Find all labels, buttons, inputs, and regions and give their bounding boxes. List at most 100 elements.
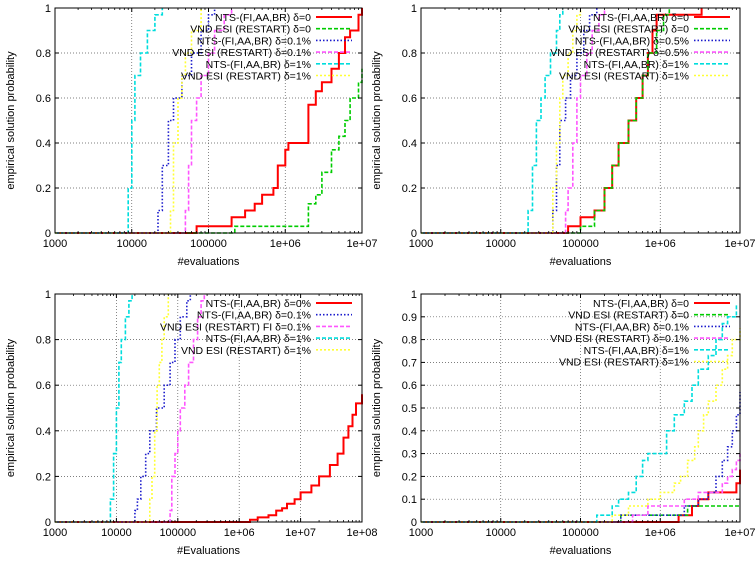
x-tick-label: 1e+08 (347, 527, 378, 539)
series-line-6 (55, 8, 202, 234)
y-tick-label: 0.1 (402, 494, 417, 506)
y-tick-label: 1 (411, 289, 417, 301)
x-tick-label: 100000 (562, 238, 599, 250)
series-line-3 (421, 392, 741, 523)
y-axis-label: empirical solution probability (371, 338, 383, 477)
y-axis-label: empirical solution probability (371, 51, 383, 190)
x-tick-label: 10000 (116, 238, 147, 250)
y-tick-label: 0.6 (36, 380, 51, 392)
y-tick-label: 1 (45, 289, 51, 301)
legend-entry-label: NTS-(FI,AA,BR) δ=0.1% (197, 310, 311, 322)
legend-entry-label: VND ESI (RESTART) δ=1% (181, 71, 311, 83)
x-tick-label: 1e+07 (347, 238, 378, 250)
legend-entry-label: NTS-(FI,AA,BR) δ=1% (206, 333, 311, 345)
x-tick-label: 10000 (101, 527, 132, 539)
series-line-5 (55, 8, 164, 234)
y-tick-label: 0.2 (402, 471, 417, 483)
series-line-3 (421, 8, 598, 234)
y-tick-label: 0 (45, 228, 51, 240)
y-tick-label: 0.4 (402, 426, 417, 438)
y-tick-label: 0.2 (36, 471, 51, 483)
series-line-6 (421, 8, 582, 234)
x-tick-label: 100000 (562, 527, 599, 539)
legend-entry-label: NTS-(FI,AA,BR) δ=0% (206, 298, 311, 310)
series-line-3 (55, 8, 216, 234)
legend-entry-label: NTS-(FI,AA,BR) δ=0.1% (575, 321, 689, 333)
legend-entry-label: VND ESI (RESTART) δ=1% (559, 71, 689, 83)
legend-entry-label: VND ESI (RESTART) δ=0.1% (550, 333, 689, 345)
y-tick-label: 0.8 (36, 335, 51, 347)
x-axis-label: #evaluations (550, 256, 612, 268)
legend-entry-label: NTS-(FI,AA,BR) δ=0 (593, 298, 689, 310)
y-axis-label: empirical solution probability (5, 338, 17, 477)
plot-frame (54, 293, 363, 523)
y-tick-label: 0.4 (36, 426, 51, 438)
legend-entry-label: NTS-(FI,AA,BR) δ=1% (584, 345, 689, 357)
series-line-6 (421, 328, 741, 523)
y-tick-label: 0.5 (402, 403, 417, 415)
y-tick-label: 1 (411, 3, 417, 15)
legend-entry-label: VND ESI (RESTART) δ=1% (559, 357, 689, 369)
legend-entry-label: VND ESI (RESTART) δ=0 (568, 310, 689, 322)
x-tick-label: 1e+06 (645, 527, 676, 539)
legend-entry-label: VND ESI (RESTART) δ=0.1% (172, 47, 311, 59)
series-line-2 (55, 68, 363, 234)
legend-entry-label: NTS-(FI,AA,BR) δ=0 (593, 12, 689, 24)
x-tick-label: 1000 (409, 527, 433, 539)
series-line-5 (421, 305, 738, 523)
x-tick-label: 100000 (159, 527, 196, 539)
x-tick-label: 1e+06 (270, 238, 301, 250)
y-tick-label: 0.8 (36, 48, 51, 60)
y-tick-label: 0.6 (402, 380, 417, 392)
y-tick-label: 0.6 (36, 93, 51, 105)
y-tick-label: 0.4 (36, 138, 51, 150)
series-line-5 (55, 294, 170, 523)
legend-entry-label: VND ESI (RESTART) δ=0 (568, 24, 689, 36)
y-tick-label: 0.6 (402, 93, 417, 105)
x-tick-label: 1e+06 (645, 238, 676, 250)
x-tick-label: 1e+07 (285, 527, 316, 539)
x-tick-label: 10000 (485, 238, 516, 250)
chart-panel-1: 0 0.2 0.4 0.6 0.8 1 1000 10000 100000 1e+06 1e+07 #… (5, 3, 377, 268)
y-tick-label: 0.8 (402, 48, 417, 60)
chart-panel-3: 0 0.2 0.4 0.6 0.8 1 1000 10000 100000 1e+06 1e+07 1… (5, 289, 377, 557)
x-tick-label: 1000 (409, 238, 433, 250)
x-tick-label: 1000 (43, 527, 67, 539)
legend-entry-label: VND ESI (RESTART) δ=0 (190, 24, 311, 36)
y-tick-label: 0 (45, 517, 51, 529)
y-tick-label: 0.8 (402, 335, 417, 347)
series-line-5 (421, 8, 564, 234)
legend-entry-label: VND ESI (RESTART) FI δ=0.1% (160, 321, 311, 333)
series-line-4 (421, 8, 606, 234)
series-line-1 (55, 8, 363, 234)
x-tick-label: 10000 (485, 527, 516, 539)
x-tick-label: 100000 (190, 238, 227, 250)
y-tick-label: 0.9 (402, 312, 417, 324)
y-tick-label: 0.7 (402, 357, 417, 369)
legend-entry-label: NTS-(FI,AA,BR) δ=1% (584, 59, 689, 71)
series-line-4 (55, 294, 133, 523)
x-tick-label: 1000 (43, 238, 67, 250)
x-axis-label: #Evaluations (177, 545, 240, 557)
x-axis-label: #evaluations (178, 256, 240, 268)
legend-entry-label: VND ESI (RESTART) δ=0.5% (550, 47, 689, 59)
legend-entry-label: NTS-(FI,AA,BR) δ=1% (206, 59, 311, 71)
y-tick-label: 0.4 (402, 138, 417, 150)
legend-entry-label: NTS-(FI,AA,BR) δ=0.1% (197, 35, 311, 47)
y-tick-label: 0.3 (402, 449, 417, 461)
series-line-1 (55, 394, 363, 523)
y-axis-label: empirical solution probability (5, 51, 17, 190)
series-line-4 (421, 453, 741, 523)
legend-entry-label: NTS-(FI,AA,BR) δ=0 (215, 12, 311, 24)
chart-panel-4: 0 0.1 0.2 0.3 0.4 0.5 0.6 0.7 0.8 0.9 1 1000 10000 10… (371, 289, 755, 557)
series-line-2 (421, 8, 671, 234)
y-tick-label: 0.2 (402, 183, 417, 195)
chart-panel-2: 0 0.2 0.4 0.6 0.8 1 1000 10000 100000 1e+06 1e+07 #… (371, 3, 755, 268)
legend-entry-label: VND ESI (RESTART) δ=1% (181, 345, 311, 357)
legend-entry-label: NTS-(FI,AA,BR) δ=0.5% (575, 35, 689, 47)
series-line-4 (55, 8, 233, 234)
